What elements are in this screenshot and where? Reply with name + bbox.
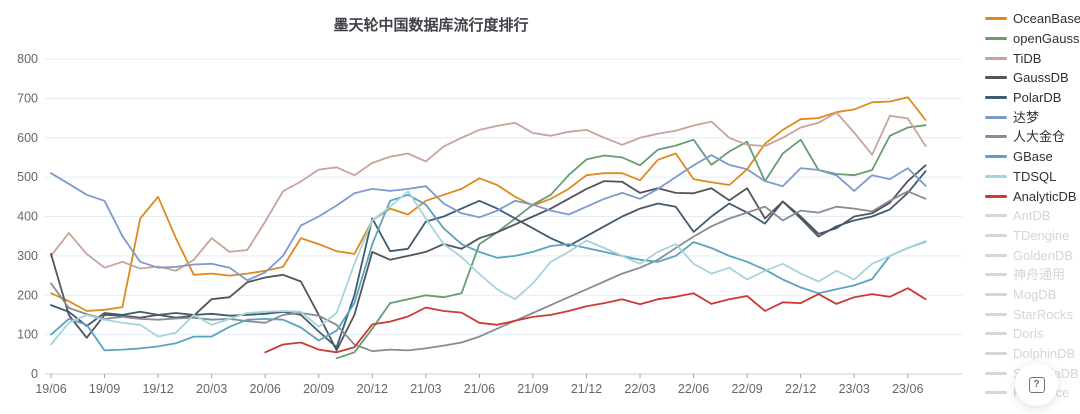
legend-line-marker — [985, 233, 1007, 237]
legend-item-PolarDB[interactable]: PolarDB — [985, 88, 1080, 108]
series-line-达梦 — [50, 154, 927, 282]
legend-item-MogDB[interactable]: MogDB — [985, 285, 1080, 305]
x-axis-label: 22/12 — [785, 382, 816, 396]
legend-label: GBase — [1013, 149, 1053, 165]
legend-line-marker — [985, 76, 1007, 80]
x-axis-label: 19/06 — [35, 382, 66, 396]
x-axis-label: 22/06 — [678, 382, 709, 396]
legend-line-marker — [985, 214, 1007, 218]
y-axis-label: 500 — [17, 170, 38, 184]
series-line-OceanBase — [50, 96, 927, 312]
y-axis-label: 800 — [17, 52, 38, 66]
chart-legend: OceanBase openGauss TiDB GaussDB PolarDB 达梦人大… — [985, 9, 1080, 403]
series-line-人大金仓 — [50, 190, 927, 353]
x-axis-label: 19/12 — [142, 382, 173, 396]
legend-item-达梦[interactable]: 达梦 — [985, 107, 1080, 127]
y-axis-label: 600 — [17, 131, 38, 145]
legend-label: AntDB — [1013, 208, 1051, 224]
legend-line-marker — [985, 17, 1007, 21]
legend-label: TDengine — [1013, 227, 1070, 243]
legend-line-marker — [985, 352, 1007, 356]
legend-line-marker — [985, 371, 1007, 375]
x-axis-label: 19/09 — [89, 382, 120, 396]
legend-line-marker — [985, 115, 1007, 119]
legend-line-marker — [985, 194, 1007, 198]
legend-label: openGauss — [1013, 31, 1080, 47]
help-button[interactable]: ? — [1015, 363, 1058, 406]
y-axis-label: 0 — [31, 367, 38, 381]
y-axis-label: 700 — [17, 91, 38, 105]
legend-line-marker — [985, 391, 1007, 395]
series-line-GaussDB — [50, 164, 927, 352]
y-axis-label: 300 — [17, 249, 38, 263]
y-axis-label: 200 — [17, 288, 38, 302]
legend-label: AnalyticDB — [1013, 188, 1077, 204]
y-axis-label: 100 — [17, 328, 38, 342]
x-axis-label: 21/03 — [410, 382, 441, 396]
legend-item-StarRocks[interactable]: StarRocks — [985, 304, 1080, 324]
legend-item-OceanBase[interactable]: OceanBase — [985, 9, 1080, 29]
x-axis-label: 20/03 — [196, 382, 227, 396]
legend-item-AnalyticDB[interactable]: AnalyticDB — [985, 186, 1080, 206]
x-axis-label: 20/12 — [357, 382, 388, 396]
series-line-TDSQL — [50, 190, 927, 346]
legend-label: 人大金仓 — [1013, 129, 1066, 145]
x-axis-label: 23/06 — [892, 382, 923, 396]
x-axis-label: 22/09 — [731, 382, 762, 396]
legend-item-GBase[interactable]: GBase — [985, 147, 1080, 167]
series-line-AnalyticDB — [264, 287, 927, 354]
legend-label: TiDB — [1013, 50, 1042, 66]
legend-item-DolphinDB[interactable]: DolphinDB — [985, 344, 1080, 364]
x-axis-label: 20/06 — [250, 382, 281, 396]
legend-item-GoldenDB[interactable]: GoldenDB — [985, 245, 1080, 265]
question-mark-icon: ? — [1028, 376, 1045, 393]
legend-label: PolarDB — [1013, 90, 1062, 106]
legend-line-marker — [985, 312, 1007, 316]
legend-item-TDengine[interactable]: TDengine — [985, 226, 1080, 246]
legend-line-marker — [985, 96, 1007, 100]
legend-line-marker — [985, 155, 1007, 159]
legend-line-marker — [985, 292, 1007, 296]
x-axis-label: 21/12 — [571, 382, 602, 396]
x-axis-label: 21/06 — [464, 382, 495, 396]
legend-line-marker — [985, 253, 1007, 257]
legend-item-GaussDB[interactable]: GaussDB — [985, 68, 1080, 88]
legend-label: 神舟通用 — [1013, 267, 1066, 283]
legend-label: DolphinDB — [1013, 346, 1076, 362]
legend-item-人大金仓[interactable]: 人大金仓 — [985, 127, 1080, 147]
legend-line-marker — [985, 174, 1007, 178]
chart-title: 墨天轮中国数据库流行度排行 — [333, 17, 529, 34]
legend-item-AntDB[interactable]: AntDB — [985, 206, 1080, 226]
legend-line-marker — [985, 56, 1007, 60]
legend-label: OceanBase — [1013, 11, 1080, 27]
series-line-PolarDB — [50, 170, 927, 349]
x-axis-label: 23/03 — [839, 382, 870, 396]
legend-line-marker — [985, 332, 1007, 336]
legend-line-marker — [985, 37, 1007, 41]
x-axis-label: 22/03 — [624, 382, 655, 396]
x-axis-label: 21/09 — [517, 382, 548, 396]
legend-item-TDSQL[interactable]: TDSQL — [985, 167, 1080, 187]
legend-label: GoldenDB — [1013, 247, 1073, 263]
legend-label: GaussDB — [1013, 70, 1069, 86]
legend-line-marker — [985, 273, 1007, 277]
legend-item-神舟通用[interactable]: 神舟通用 — [985, 265, 1080, 285]
legend-label: StarRocks — [1013, 306, 1073, 322]
series-line-TiDB — [50, 111, 927, 272]
series-line-GBase — [50, 193, 927, 352]
legend-label: Doris — [1013, 326, 1044, 342]
legend-label: TDSQL — [1013, 168, 1057, 184]
legend-label: 达梦 — [1013, 109, 1040, 125]
legend-item-Doris[interactable]: Doris — [985, 324, 1080, 344]
y-axis-label: 400 — [17, 210, 38, 224]
x-axis-label: 20/09 — [303, 382, 334, 396]
legend-line-marker — [985, 135, 1007, 139]
legend-item-openGauss[interactable]: openGauss — [985, 29, 1080, 49]
legend-item-TiDB[interactable]: TiDB — [985, 48, 1080, 68]
legend-label: MogDB — [1013, 286, 1057, 302]
